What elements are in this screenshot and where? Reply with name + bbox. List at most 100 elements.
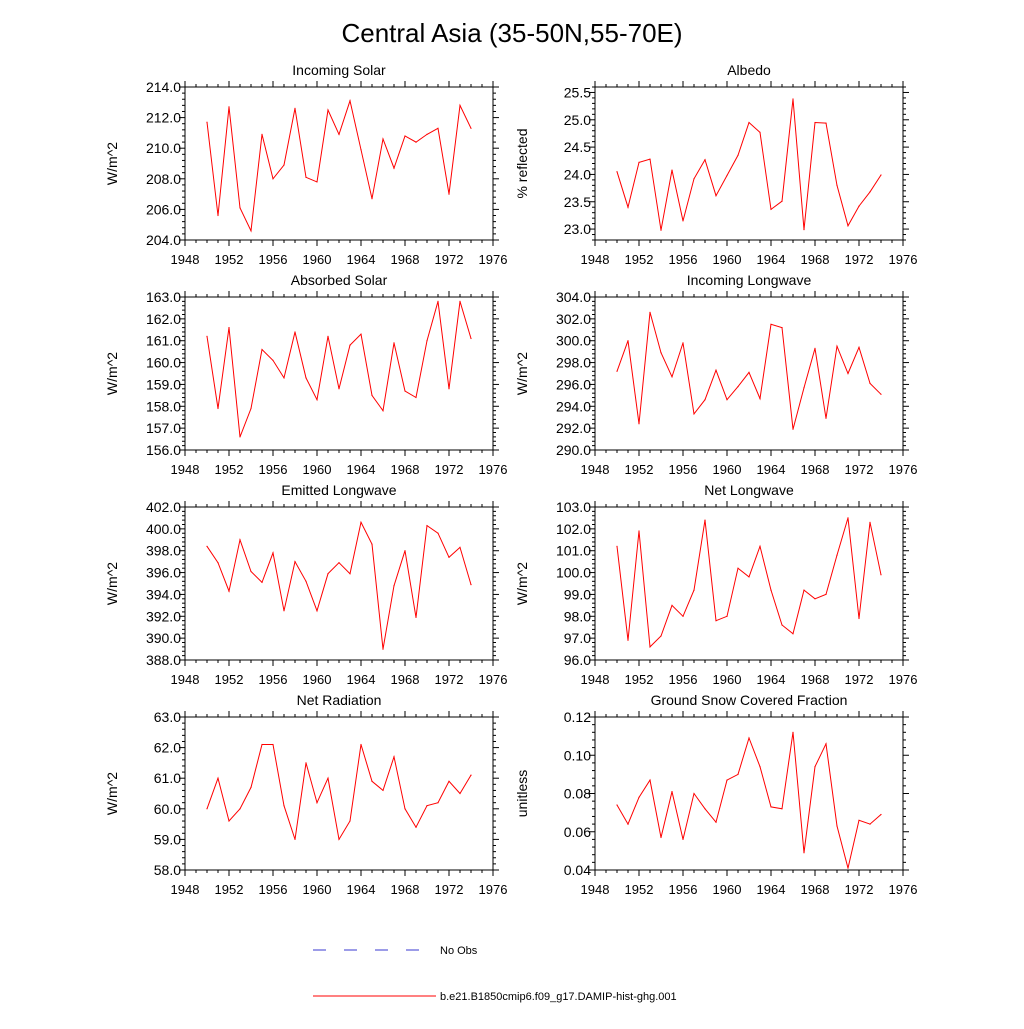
- y-tick-label: 396.0: [146, 565, 181, 581]
- legend: No Obs b.e21.B1850cmip6.f09_g17.DAMIP-hi…: [313, 945, 677, 1003]
- data-point: [228, 327, 230, 329]
- data-point: [737, 773, 739, 776]
- data-point: [858, 346, 860, 348]
- data-point: [814, 347, 816, 349]
- x-tick-label: 1952: [625, 882, 654, 897]
- data-point: [437, 802, 439, 804]
- data-point: [682, 615, 684, 617]
- x-tick-label: 1972: [845, 882, 874, 897]
- data-point: [847, 517, 849, 519]
- data-point: [671, 604, 673, 607]
- data-point: [627, 823, 629, 825]
- data-point: [792, 731, 794, 733]
- y-tick-label: 302.0: [556, 311, 591, 327]
- data-point: [748, 576, 750, 578]
- x-tick-label: 1952: [215, 252, 244, 267]
- y-tick-label: 23.5: [564, 194, 591, 210]
- x-tick-label: 1952: [215, 882, 244, 897]
- data-point: [627, 340, 629, 342]
- y-tick-label: 161.0: [146, 333, 181, 349]
- data-point: [316, 181, 318, 183]
- y-tick-label: 304.0: [556, 289, 591, 305]
- x-tick-label: 1964: [347, 462, 376, 477]
- data-point: [660, 635, 662, 637]
- data-point: [770, 589, 772, 591]
- data-point: [616, 370, 618, 372]
- y-tick-label: 99.0: [564, 586, 591, 602]
- panel-absorbed-solar: Absorbed Solar 1948 1952 1956 1960 1964 1968 19…: [104, 272, 507, 477]
- data-point: [704, 808, 706, 810]
- x-tick-label: 1952: [625, 462, 654, 477]
- x-tick-label: 1956: [259, 882, 288, 897]
- x-tick-label: 1956: [669, 462, 698, 477]
- x-tick-label: 1956: [669, 672, 698, 687]
- data-point: [781, 200, 783, 202]
- data-point: [836, 345, 838, 347]
- data-point: [437, 127, 439, 129]
- data-point: [880, 174, 882, 176]
- data-point: [338, 562, 340, 564]
- data-point: [316, 399, 318, 401]
- data-point: [239, 207, 241, 209]
- y-tick-label: 98.0: [564, 608, 591, 624]
- data-point: [803, 387, 805, 389]
- x-tick-label: 1964: [757, 672, 786, 687]
- panel-net-radiation: Net Radiation 1948 1952 1956 1960 1964 1968 197…: [104, 692, 507, 897]
- data-point: [206, 808, 208, 810]
- panel-title: Incoming Longwave: [687, 272, 812, 288]
- y-tick-label: 163.0: [146, 289, 181, 305]
- y-tick-label: 100.0: [556, 565, 591, 581]
- x-tick-label: 1948: [581, 672, 610, 687]
- data-point: [393, 756, 395, 758]
- y-tick-label: 24.5: [564, 139, 591, 155]
- y-axis-label: W/m^2: [104, 352, 120, 395]
- data-point: [217, 407, 219, 410]
- data-point: [283, 377, 285, 379]
- data-point: [803, 589, 805, 591]
- x-tick-label: 1960: [713, 252, 742, 267]
- data-point: [217, 562, 219, 564]
- x-tick-label: 1956: [669, 882, 698, 897]
- data-point: [228, 590, 230, 592]
- x-tick-label: 1972: [845, 252, 874, 267]
- y-tick-label: 25.5: [564, 84, 591, 100]
- y-axis-label: W/m^2: [104, 562, 120, 605]
- y-tick-label: 160.0: [146, 355, 181, 371]
- data-point: [704, 399, 706, 401]
- data-point: [382, 648, 384, 650]
- data-point: [371, 394, 373, 396]
- data-point: [847, 225, 849, 227]
- data-point: [294, 561, 296, 563]
- y-tick-label: 392.0: [146, 608, 181, 624]
- data-point: [748, 737, 750, 739]
- x-tick-label: 1972: [845, 672, 874, 687]
- data-point: [715, 369, 717, 371]
- data-point: [217, 777, 219, 779]
- data-point: [814, 598, 816, 600]
- x-tick-label: 1968: [801, 882, 830, 897]
- data-point: [638, 796, 640, 798]
- data-point: [404, 550, 406, 552]
- y-tick-label: 61.0: [154, 770, 181, 786]
- x-tick-label: 1948: [581, 252, 610, 267]
- data-point: [803, 852, 805, 854]
- y-axis-label: W/m^2: [104, 772, 120, 815]
- x-tick-label: 1964: [347, 252, 376, 267]
- y-axis-label: unitless: [514, 770, 530, 817]
- data-point: [294, 838, 296, 841]
- data-point: [858, 617, 860, 620]
- legend-label-model: b.e21.B1850cmip6.f09_g17.DAMIP-hist-ghg.…: [440, 991, 677, 1003]
- data-point: [239, 436, 241, 438]
- data-point: [327, 573, 329, 575]
- y-tick-label: 204.0: [146, 232, 181, 248]
- data-point: [371, 543, 373, 545]
- data-point: [393, 342, 395, 344]
- data-point: [660, 352, 662, 354]
- y-tick-label: 290.0: [556, 442, 591, 458]
- y-tick-label: 60.0: [154, 801, 181, 817]
- data-point: [426, 805, 428, 807]
- data-point: [803, 229, 805, 231]
- x-tick-label: 1948: [171, 462, 200, 477]
- data-point: [693, 413, 695, 415]
